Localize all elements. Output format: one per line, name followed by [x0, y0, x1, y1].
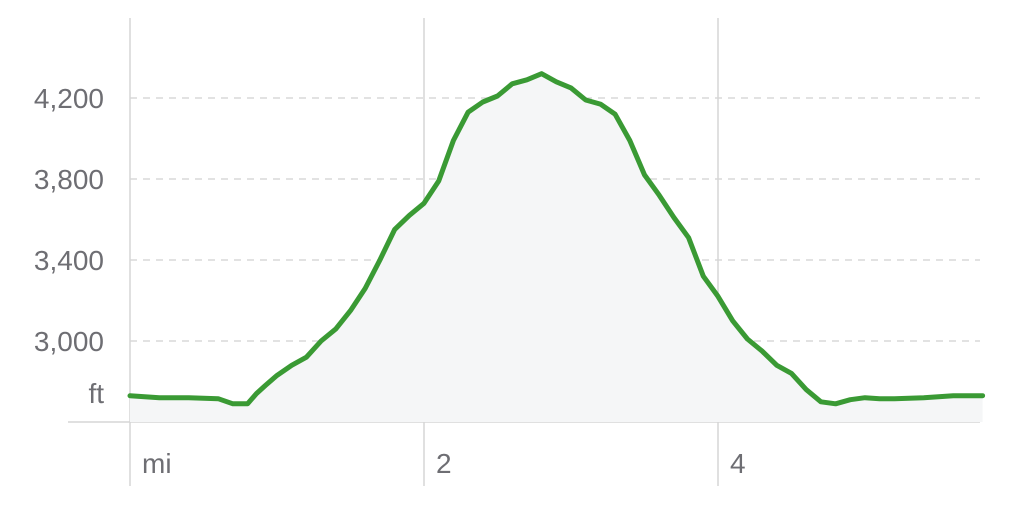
- elevation-area-fill: [130, 73, 983, 422]
- x-unit-label: mi: [142, 448, 172, 479]
- axis-layer: 3,000 3,400 3,800 4,200 2 4: [34, 83, 746, 479]
- y-tick-label: 3,000: [34, 326, 104, 357]
- y-unit-label: ft: [88, 378, 104, 409]
- y-tick-label: 3,400: [34, 245, 104, 276]
- elevation-series-line: [127, 71, 986, 407]
- x-tick-label: 4: [730, 448, 746, 479]
- y-tick-label: 3,800: [34, 164, 104, 195]
- y-tick-label: 4,200: [34, 83, 104, 114]
- x-tick-label: 2: [436, 448, 452, 479]
